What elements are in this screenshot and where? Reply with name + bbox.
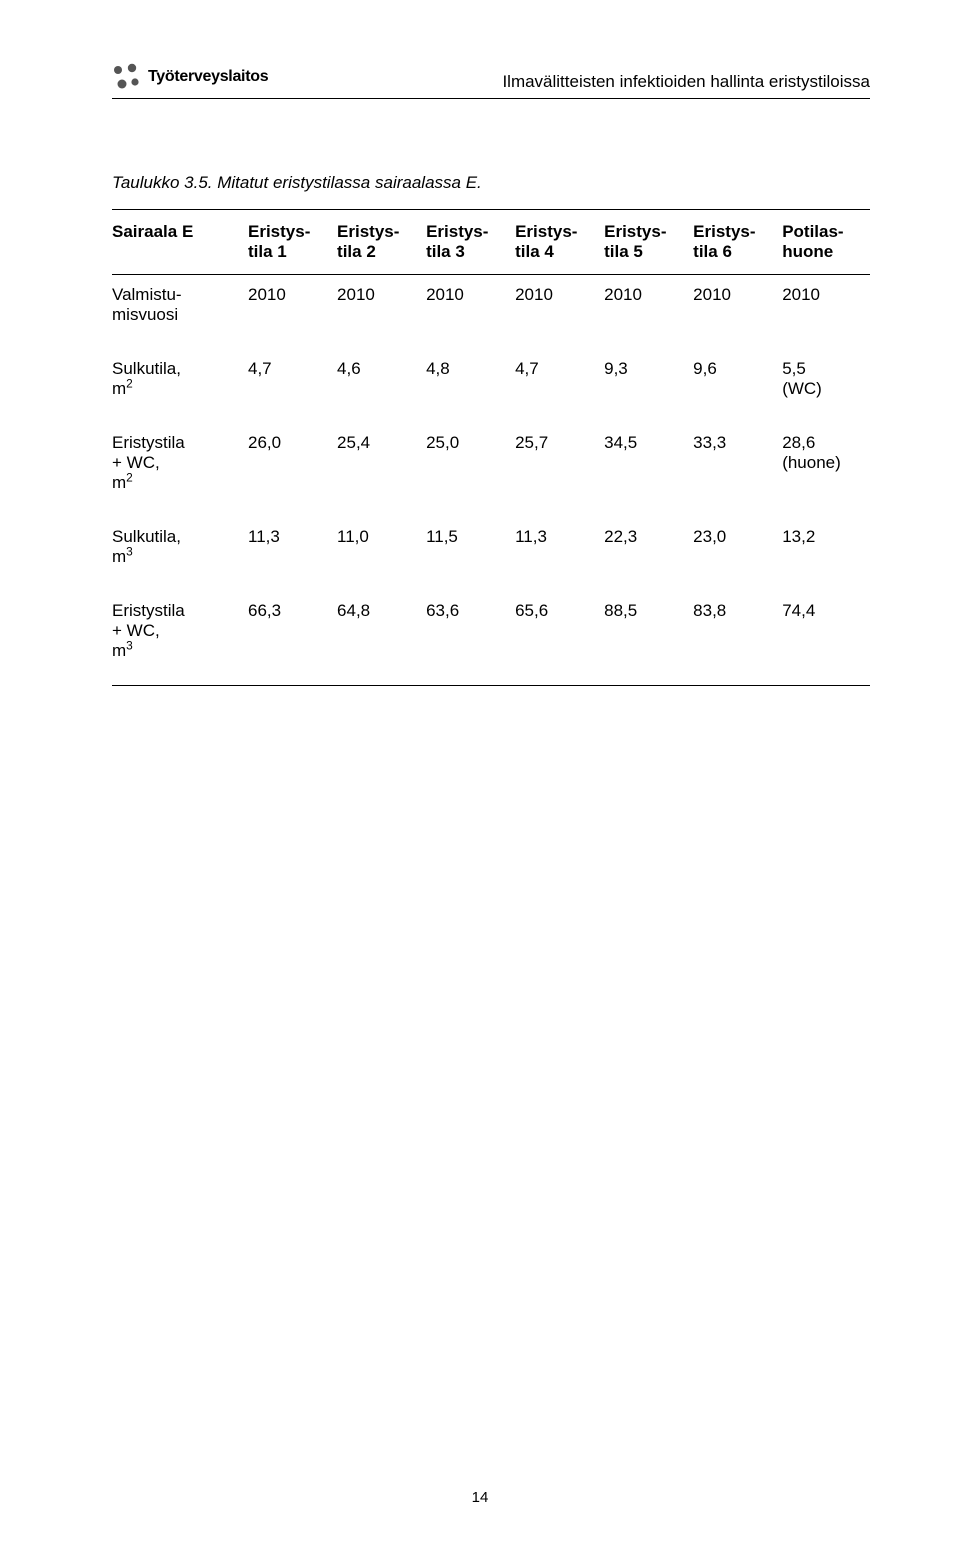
table-cell: 11,3 [515, 517, 604, 591]
table-cell: 64,8 [337, 591, 426, 686]
data-table: Sairaala EEristys-tila 1Eristys-tila 2Er… [112, 209, 870, 686]
table-corner-header: Sairaala E [112, 210, 248, 275]
table-cell: 4,7 [515, 349, 604, 423]
table-cell: 2010 [515, 275, 604, 350]
table-row: Valmistu-misvuosi20102010201020102010201… [112, 275, 870, 350]
table-cell: 65,6 [515, 591, 604, 686]
page: Työterveyslaitos Ilmavälitteisten infekt… [0, 0, 960, 1546]
table-cell: 11,5 [426, 517, 515, 591]
table-header-row: Sairaala EEristys-tila 1Eristys-tila 2Er… [112, 210, 870, 275]
table-cell: 25,4 [337, 423, 426, 517]
table-cell: 25,0 [426, 423, 515, 517]
header-title: Ilmavälitteisten infektioiden hallinta e… [502, 72, 870, 92]
table-cell: 74,4 [782, 591, 870, 686]
row-label: Eristystila+ WC,m3 [112, 591, 248, 686]
row-label: Sulkutila,m3 [112, 517, 248, 591]
table-cell: 4,8 [426, 349, 515, 423]
table-cell: 63,6 [426, 591, 515, 686]
table-row: Sulkutila,m311,311,011,511,322,323,013,2 [112, 517, 870, 591]
table-cell: 66,3 [248, 591, 337, 686]
table-col-header: Eristys-tila 1 [248, 210, 337, 275]
table-cell: 2010 [248, 275, 337, 350]
table-cell: 11,0 [337, 517, 426, 591]
logo-text: Työterveyslaitos [148, 68, 268, 86]
page-header: Työterveyslaitos Ilmavälitteisten infekt… [112, 62, 870, 99]
table-cell: 23,0 [693, 517, 782, 591]
table-cell: 5,5(WC) [782, 349, 870, 423]
table-cell: 13,2 [782, 517, 870, 591]
table-col-header: Eristys-tila 2 [337, 210, 426, 275]
table-row: Eristystila+ WC,m366,364,863,665,688,583… [112, 591, 870, 686]
table-col-header: Eristys-tila 3 [426, 210, 515, 275]
page-number: 14 [0, 1489, 960, 1506]
table-cell: 28,6(huone) [782, 423, 870, 517]
table-body: Valmistu-misvuosi20102010201020102010201… [112, 275, 870, 686]
table-cell: 4,7 [248, 349, 337, 423]
logo-icon [112, 62, 142, 92]
table-cell: 83,8 [693, 591, 782, 686]
table-col-header: Eristys-tila 4 [515, 210, 604, 275]
table-col-header: Potilas-huone [782, 210, 870, 275]
row-label: Eristystila+ WC,m2 [112, 423, 248, 517]
table-cell: 2010 [693, 275, 782, 350]
table-cell: 25,7 [515, 423, 604, 517]
table-cell: 88,5 [604, 591, 693, 686]
table-cell: 9,6 [693, 349, 782, 423]
table-cell: 26,0 [248, 423, 337, 517]
table-row: Eristystila+ WC,m226,025,425,025,734,533… [112, 423, 870, 517]
table-cell: 22,3 [604, 517, 693, 591]
row-label: Valmistu-misvuosi [112, 275, 248, 350]
table-col-header: Eristys-tila 5 [604, 210, 693, 275]
table-cell: 2010 [426, 275, 515, 350]
table-cell: 34,5 [604, 423, 693, 517]
table-caption: Taulukko 3.5. Mitatut eristystilassa sai… [112, 173, 870, 193]
logo-block: Työterveyslaitos [112, 62, 268, 92]
row-label: Sulkutila,m2 [112, 349, 248, 423]
table-cell: 4,6 [337, 349, 426, 423]
table-col-header: Eristys-tila 6 [693, 210, 782, 275]
table-cell: 33,3 [693, 423, 782, 517]
table-cell: 2010 [604, 275, 693, 350]
table-cell: 2010 [782, 275, 870, 350]
table-cell: 9,3 [604, 349, 693, 423]
table-row: Sulkutila,m24,74,64,84,79,39,65,5(WC) [112, 349, 870, 423]
table-cell: 2010 [337, 275, 426, 350]
table-cell: 11,3 [248, 517, 337, 591]
